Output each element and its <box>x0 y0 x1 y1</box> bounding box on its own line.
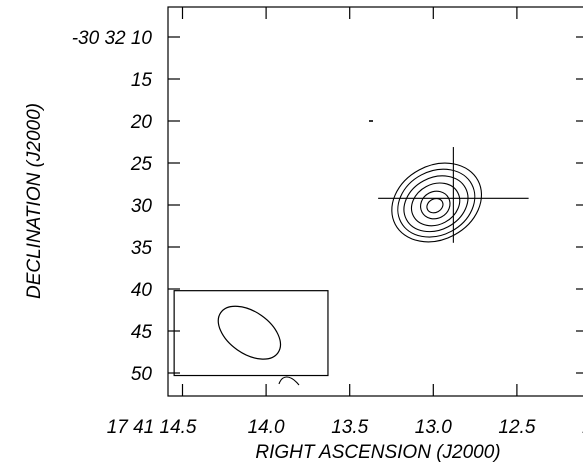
contour-level-1 <box>397 168 476 238</box>
contour-level-2 <box>403 175 469 233</box>
x-tick-label-2: 13.5 <box>331 417 368 438</box>
y-tick-label-6: 40 <box>131 280 153 301</box>
y-axis-title: DECLINATION (J2000) <box>24 103 45 299</box>
beam-ellipse <box>217 305 282 360</box>
x-axis-title: RIGHT ASCENSION (J2000) <box>255 442 500 463</box>
noise-arc <box>278 376 300 386</box>
contour-level-3 <box>410 182 461 227</box>
contour-level-5 <box>426 197 444 214</box>
contour-level-0 <box>391 162 483 243</box>
y-axis-ticks: -30 32 10 15 20 25 30 35 40 45 50 <box>72 28 583 385</box>
source-contours <box>391 162 483 243</box>
y-tick-label-2: 20 <box>130 112 153 133</box>
y-tick-label-3: 25 <box>130 154 153 175</box>
beam-indicator <box>173 290 329 377</box>
y-tick-label-4: 30 <box>131 196 153 217</box>
x-tick-label-4: 12.5 <box>498 417 535 438</box>
y-tick-label-1: 15 <box>131 70 153 91</box>
y-tick-label-5: 35 <box>131 238 153 259</box>
y-tick-label-0: -30 32 10 <box>72 28 153 49</box>
x-axis-ticks: 17 41 14.514.013.513.012.512.011.5 <box>107 7 583 438</box>
cross-marker <box>378 147 529 243</box>
x-tick-label-0: 17 41 14.5 <box>107 417 197 438</box>
y-tick-label-8: 50 <box>131 364 153 385</box>
x-tick-label-3: 13.0 <box>415 417 452 438</box>
plot-frame <box>167 6 583 397</box>
y-tick-label-7: 45 <box>131 322 153 343</box>
contour-level-4 <box>420 190 451 220</box>
noise-features <box>278 120 373 386</box>
x-tick-label-1: 14.0 <box>248 417 285 438</box>
beam-box <box>173 290 329 377</box>
